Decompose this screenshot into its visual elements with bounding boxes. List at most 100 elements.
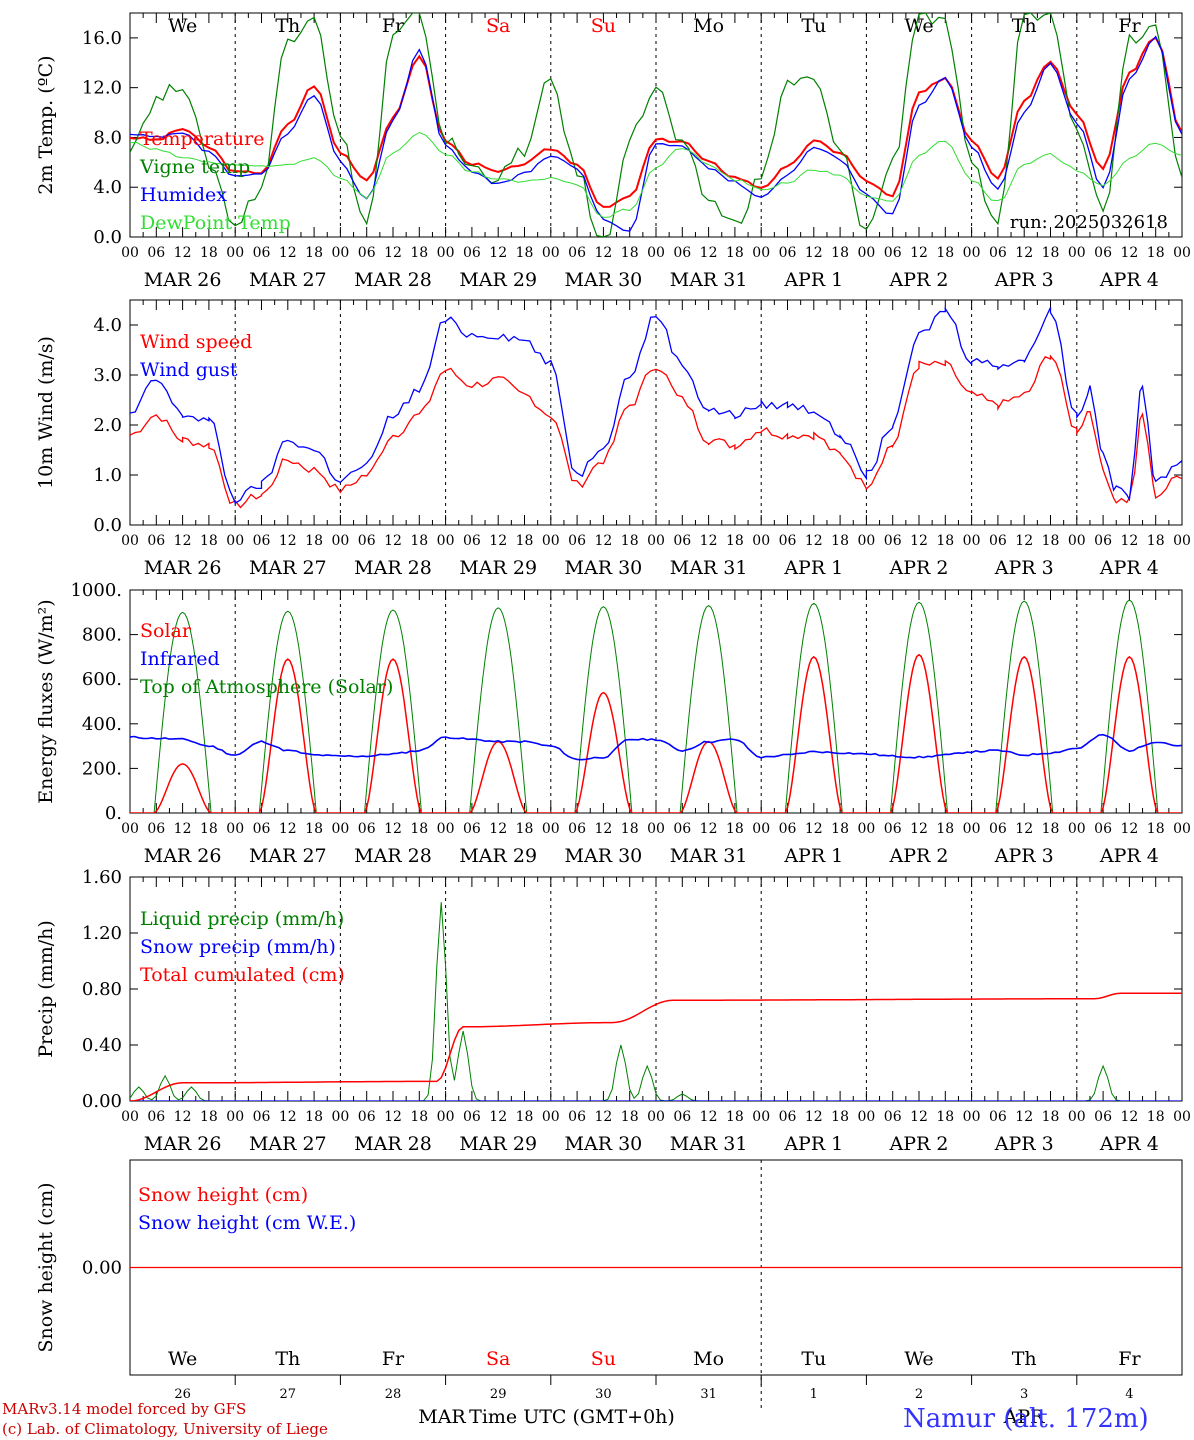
weekday-label: Th bbox=[1012, 1348, 1037, 1370]
weekday-label: Tu bbox=[801, 1348, 826, 1370]
hour-tick-label: 06 bbox=[568, 245, 586, 261]
hour-tick-label: 12 bbox=[174, 533, 192, 549]
hour-tick-label: 00 bbox=[752, 821, 770, 837]
hour-tick-label: 18 bbox=[305, 821, 323, 837]
hour-tick-label: 18 bbox=[200, 533, 218, 549]
hour-tick-label: 00 bbox=[963, 245, 981, 261]
date-label: MAR 31 bbox=[670, 269, 748, 291]
hour-tick-label: 06 bbox=[358, 821, 376, 837]
hour-tick-label: 06 bbox=[989, 821, 1007, 837]
y-tick-label: 400. bbox=[82, 714, 122, 735]
hour-tick-label: 18 bbox=[621, 533, 639, 549]
hour-tick-label: 00 bbox=[647, 1109, 665, 1125]
hour-tick-label: 06 bbox=[1094, 821, 1112, 837]
date-label: MAR 30 bbox=[565, 557, 643, 579]
hour-tick-label: 18 bbox=[516, 533, 534, 549]
legend-entry: Liquid precip (mm/h) bbox=[140, 908, 344, 930]
hour-tick-label: 12 bbox=[805, 533, 823, 549]
hour-tick-label: 06 bbox=[147, 821, 165, 837]
date-label: APR 1 bbox=[783, 1133, 843, 1155]
hour-tick-label: 00 bbox=[226, 821, 244, 837]
hour-tick-label: 00 bbox=[121, 245, 139, 261]
hour-tick-label: 18 bbox=[410, 1109, 428, 1125]
hour-tick-label: 06 bbox=[1094, 1109, 1112, 1125]
hour-tick-label: 12 bbox=[279, 245, 297, 261]
hour-tick-label: 12 bbox=[174, 821, 192, 837]
hour-tick-label: 12 bbox=[1120, 821, 1138, 837]
hour-tick-label: 06 bbox=[779, 245, 797, 261]
y-tick-label: 0.0 bbox=[93, 227, 122, 248]
date-label: APR 1 bbox=[783, 269, 843, 291]
y-tick-label: 0.40 bbox=[82, 1035, 122, 1056]
date-label: MAR 31 bbox=[670, 1133, 748, 1155]
hour-tick-label: 06 bbox=[884, 1109, 902, 1125]
hour-tick-label: 06 bbox=[253, 1109, 271, 1125]
hour-tick-label: 12 bbox=[489, 821, 507, 837]
date-label: APR 2 bbox=[889, 845, 949, 867]
hour-tick-label: 06 bbox=[1094, 533, 1112, 549]
date-label: APR 2 bbox=[889, 1133, 949, 1155]
hour-tick-label: 12 bbox=[910, 533, 928, 549]
date-label: APR 3 bbox=[994, 1133, 1054, 1155]
hour-tick-label: 06 bbox=[673, 1109, 691, 1125]
hour-tick-label: 00 bbox=[1068, 245, 1086, 261]
date-label: APR 3 bbox=[994, 557, 1054, 579]
hour-tick-label: 00 bbox=[1173, 821, 1191, 837]
y-axis-label: 2m Temp. (ºC) bbox=[35, 55, 57, 194]
weekday-label: We bbox=[904, 15, 933, 37]
hour-tick-label: 00 bbox=[1068, 821, 1086, 837]
y-tick-label: 16.0 bbox=[82, 28, 122, 49]
y-tick-label: 1.60 bbox=[82, 867, 122, 888]
hour-tick-label: 12 bbox=[1015, 1109, 1033, 1125]
hour-tick-label: 12 bbox=[1120, 245, 1138, 261]
series-line-total-cumulated bbox=[130, 992, 1182, 1101]
hour-tick-label: 12 bbox=[384, 245, 402, 261]
date-label: MAR 27 bbox=[249, 845, 327, 867]
legend-entry: DewPoint Temp bbox=[140, 212, 291, 234]
hour-tick-label: 00 bbox=[437, 821, 455, 837]
hour-tick-label: 06 bbox=[779, 1109, 797, 1125]
weekday-label: Fr bbox=[1118, 15, 1141, 37]
hour-tick-label: 06 bbox=[673, 533, 691, 549]
date-label: APR 2 bbox=[889, 269, 949, 291]
station-label: Namur (alt. 172m) bbox=[903, 1404, 1149, 1434]
hour-tick-label: 00 bbox=[121, 1109, 139, 1125]
hour-tick-label: 18 bbox=[1042, 821, 1060, 837]
weekday-label: Th bbox=[1012, 15, 1037, 37]
hour-tick-label: 00 bbox=[1068, 1109, 1086, 1125]
date-label: MAR 28 bbox=[354, 269, 432, 291]
hour-tick-label: 18 bbox=[621, 821, 639, 837]
hour-tick-label: 18 bbox=[410, 533, 428, 549]
hour-tick-label: 00 bbox=[437, 1109, 455, 1125]
weekday-label: We bbox=[904, 1348, 933, 1370]
hour-tick-label: 06 bbox=[253, 245, 271, 261]
y-tick-label: 200. bbox=[82, 758, 122, 779]
date-label: APR 3 bbox=[994, 269, 1054, 291]
hour-tick-label: 06 bbox=[1094, 245, 1112, 261]
y-tick-label: 800. bbox=[82, 625, 122, 646]
hour-tick-label: 06 bbox=[673, 821, 691, 837]
hour-tick-label: 12 bbox=[384, 1109, 402, 1125]
y-tick-label: 0.80 bbox=[82, 979, 122, 1000]
hour-tick-label: 18 bbox=[1147, 533, 1165, 549]
y-axis-label: Snow height (cm) bbox=[35, 1182, 57, 1352]
hour-tick-label: 06 bbox=[463, 533, 481, 549]
hour-tick-label: 12 bbox=[279, 821, 297, 837]
y-axis-label: Energy fluxes (W/m²) bbox=[35, 599, 57, 803]
hour-tick-label: 12 bbox=[700, 245, 718, 261]
weekday-label: Fr bbox=[382, 1348, 405, 1370]
hour-tick-label: 18 bbox=[410, 245, 428, 261]
y-tick-label: 4.0 bbox=[93, 177, 122, 198]
hour-tick-label: 00 bbox=[1173, 1109, 1191, 1125]
y-tick-label: 4.0 bbox=[93, 315, 122, 336]
y-tick-label: 3.0 bbox=[93, 365, 122, 386]
hour-tick-label: 00 bbox=[121, 821, 139, 837]
hour-tick-label: 18 bbox=[621, 245, 639, 261]
day-number-label: 29 bbox=[490, 1387, 507, 1402]
date-label: MAR 31 bbox=[670, 557, 748, 579]
hour-tick-label: 00 bbox=[647, 533, 665, 549]
hour-tick-label: 18 bbox=[516, 1109, 534, 1125]
hour-tick-label: 00 bbox=[437, 245, 455, 261]
hour-tick-label: 12 bbox=[910, 821, 928, 837]
hour-tick-label: 18 bbox=[936, 245, 954, 261]
